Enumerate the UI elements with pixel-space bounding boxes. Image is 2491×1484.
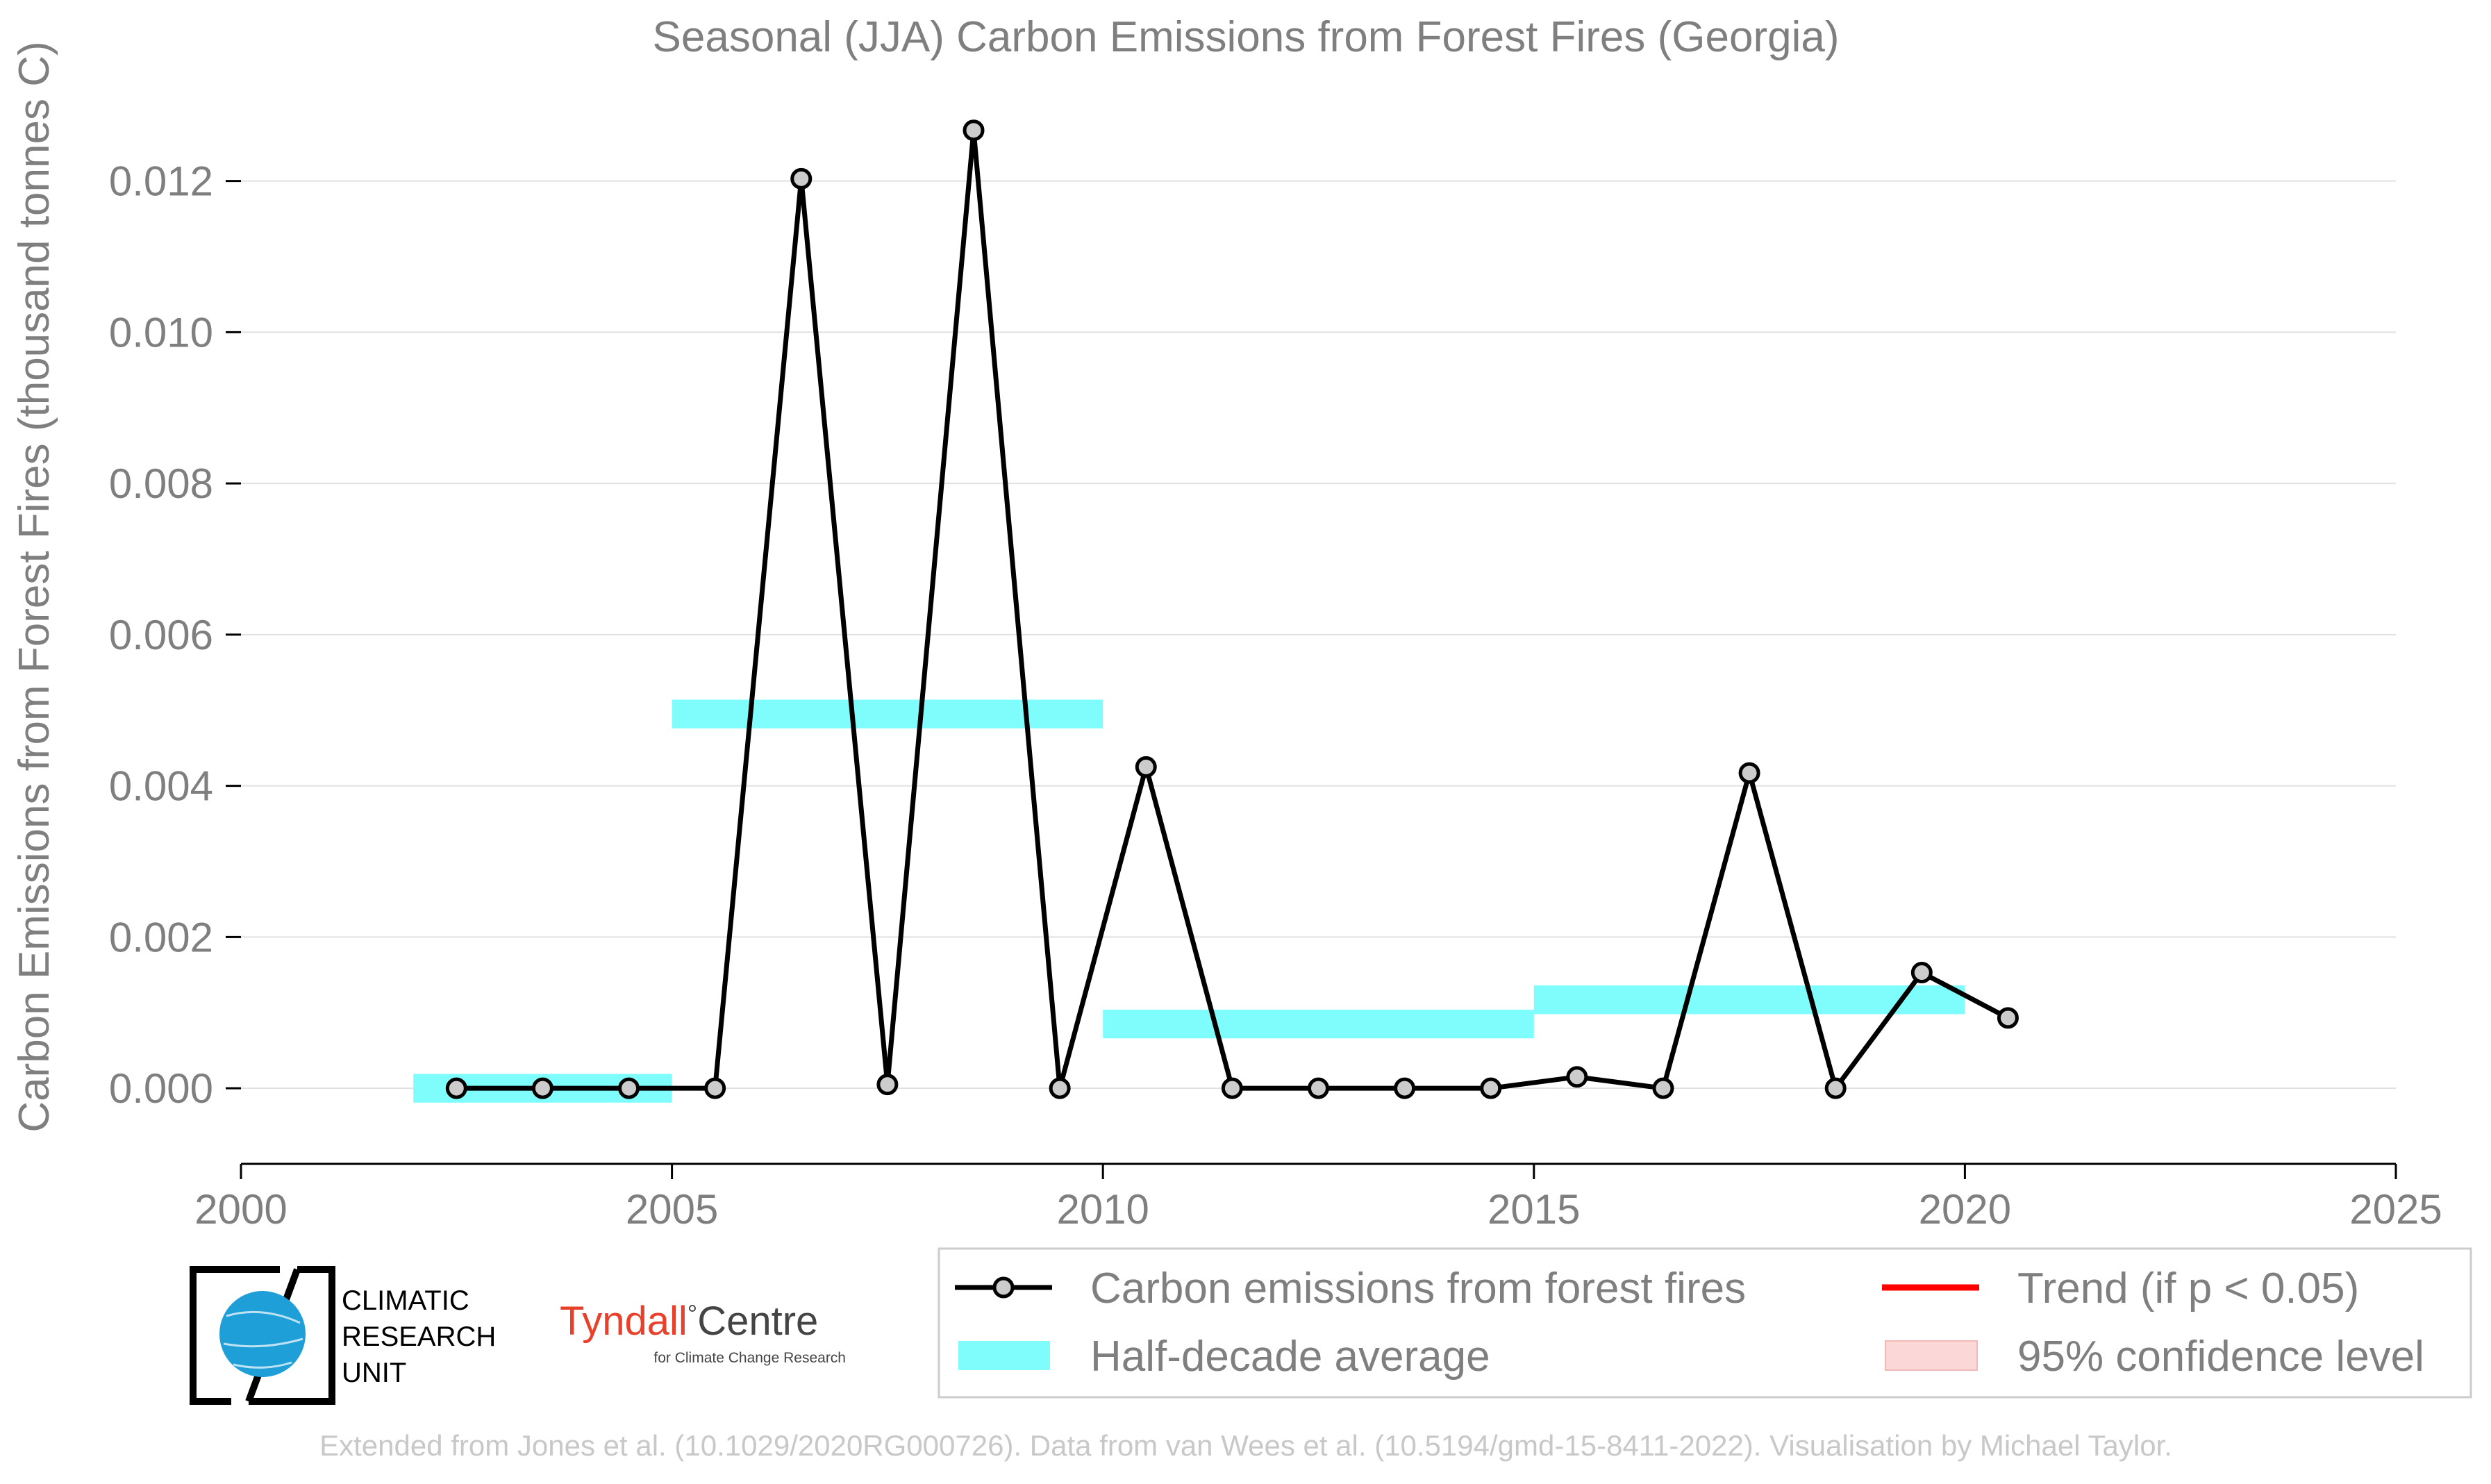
axis-layer: 0.000 0.002 0.004 0.006 0.008 0.010 0.012 2000 2… — [109, 158, 2442, 1233]
emissions-data-point — [1566, 1066, 1588, 1088]
cru-logo-frame — [190, 1266, 335, 1405]
x-tick-label: 2015 — [1488, 1186, 1580, 1233]
emissions-data-point — [531, 1077, 553, 1099]
y-tick-label: 0.012 — [109, 158, 213, 205]
y-tick-label: 0.008 — [109, 460, 213, 507]
tyndall-logo: Tyndall°Centre for Climate Change Resear… — [560, 1299, 846, 1366]
emissions-data-point — [790, 167, 813, 190]
emissions-data-point — [1221, 1077, 1243, 1099]
emissions-data-point — [1824, 1077, 1847, 1099]
legend-swatch-emissions-marker — [992, 1276, 1015, 1299]
legend: Carbon emissions from forest fires Half-… — [938, 1247, 2472, 1399]
emissions-data-point — [1652, 1077, 1674, 1099]
emissions-data-point — [1910, 962, 1933, 984]
emissions-data-point — [1738, 762, 1760, 784]
tyndall-logo-degree: ° — [688, 1299, 697, 1328]
globe-lines — [223, 1310, 303, 1369]
y-tick-label: 0.006 — [109, 612, 213, 658]
y-tick-label: 0.004 — [109, 763, 213, 810]
legend-label-emissions: Carbon emissions from forest fires — [1090, 1265, 1746, 1312]
emissions-data-point — [1480, 1077, 1502, 1099]
cru-logo-line-1: CLIMATIC — [342, 1285, 469, 1316]
emissions-data-point — [1394, 1077, 1416, 1099]
x-tick-label: 2000 — [194, 1186, 287, 1233]
y-tick-label: 0.010 — [109, 309, 213, 356]
chart-title: Seasonal (JJA) Carbon Emissions from For… — [653, 13, 1840, 61]
legend-swatch-confidence — [1885, 1340, 1978, 1371]
footer-credit: Extended from Jones et al. (10.1029/2020… — [319, 1429, 2172, 1462]
x-tick-label: 2025 — [2349, 1186, 2442, 1233]
cru-logo: CLIMATIC RESEARCH UNIT — [190, 1266, 496, 1405]
globe-icon — [219, 1291, 306, 1377]
emissions-data-point — [1135, 756, 1157, 778]
emissions-data-point — [1308, 1077, 1329, 1099]
emissions-series-line — [456, 128, 2010, 1091]
x-tick-label: 2005 — [626, 1186, 718, 1233]
emissions-data-point — [1049, 1077, 1071, 1099]
emissions-data-point — [963, 119, 985, 142]
x-tick-label: 2020 — [1919, 1186, 2011, 1233]
x-tick-label: 2010 — [1056, 1186, 1149, 1233]
tyndall-logo-name: Tyndall — [560, 1299, 688, 1344]
legend-label-trend: Trend (if p < 0.05) — [2017, 1265, 2359, 1312]
tyndall-logo-wordmark: Tyndall°Centre — [560, 1299, 818, 1344]
legend-swatch-half-decade — [958, 1341, 1050, 1370]
tyndall-logo-subtitle: for Climate Change Research — [653, 1350, 846, 1366]
emissions-data-point — [445, 1077, 467, 1099]
emissions-data-point — [876, 1074, 899, 1096]
half-decade-average-bar — [1103, 1009, 1534, 1039]
cru-logo-line-2: RESEARCH — [342, 1322, 496, 1352]
cru-logo-line-3: UNIT — [342, 1358, 406, 1388]
emissions-data-point — [704, 1077, 726, 1099]
emissions-data-point — [618, 1077, 640, 1099]
y-tick-label: 0.002 — [109, 914, 213, 960]
series-layer — [445, 119, 2019, 1099]
legend-label-confidence: 95% confidence level — [2017, 1333, 2424, 1381]
tyndall-logo-centre: Centre — [697, 1299, 818, 1344]
legend-frame — [938, 1247, 2472, 1399]
half-decade-average-bar — [672, 699, 1103, 728]
legend-label-half-decade: Half-decade average — [1090, 1333, 1490, 1381]
y-tick-label: 0.000 — [109, 1065, 213, 1112]
grid-layer — [241, 180, 2396, 1090]
half-decade-bands — [413, 699, 1965, 1103]
emissions-data-point — [1997, 1007, 2019, 1029]
y-axis-label: Carbon Emissions from Forest Fires (thou… — [10, 41, 58, 1132]
